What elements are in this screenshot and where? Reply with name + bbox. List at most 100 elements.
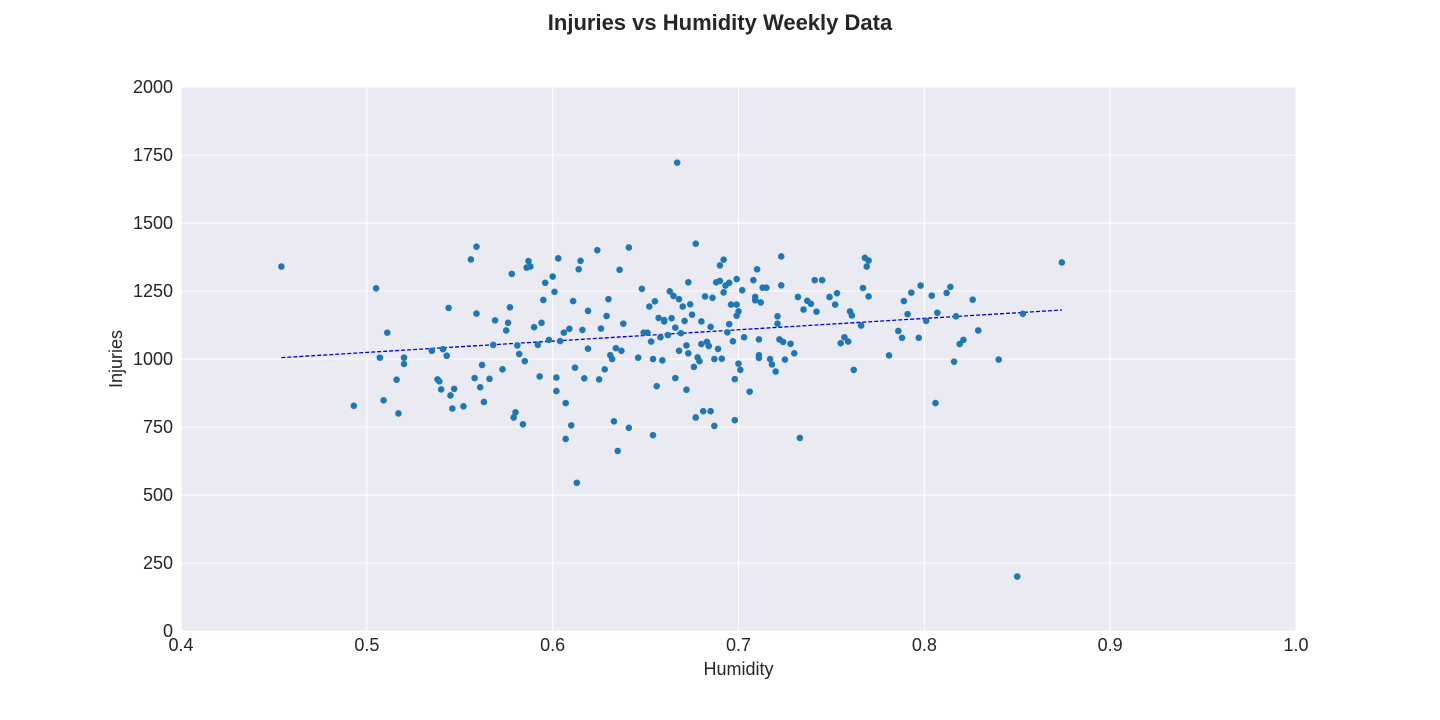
scatter-point [768,361,776,368]
y-tick-label: 750 [143,417,173,437]
scatter-point [950,358,958,366]
scatter-point [915,334,923,342]
chart-title: Injuries vs Humidity Weekly Data [547,10,893,35]
scatter-point [807,300,815,308]
scatter-point [447,392,454,399]
scatter-point [908,289,915,296]
scatter-point [885,352,893,359]
y-axis-label: Injuries [106,330,126,388]
scatter-point [711,422,718,430]
scatter-point [735,308,742,315]
scatter-point [619,320,627,327]
scatter-point [486,375,493,383]
scatter-point [553,387,560,395]
scatter-point [584,345,592,352]
scatter-point [460,403,467,410]
scatter-point [614,447,622,455]
scatter-point [554,255,562,262]
scatter-point [716,262,724,269]
scatter-point [753,265,761,273]
scatter-point [781,356,789,363]
scatter-point [683,386,690,394]
y-tick-label: 2000 [133,77,173,97]
scatter-point [696,357,703,365]
scatter-point [538,319,545,327]
scatter-point [536,373,543,380]
scatter-point [677,329,685,337]
scatter-point [436,378,443,385]
scatter-point [673,159,681,166]
scatter-point [692,240,700,247]
scatter-point [679,303,687,310]
scatter-point [534,341,542,349]
scatter-point [733,301,740,308]
scatter-point [569,297,577,305]
scatter-point [625,424,633,432]
scatter-point [383,329,391,336]
scatter-point [779,338,787,346]
y-tick-label: 500 [143,485,173,505]
scatter-point [757,299,765,306]
y-tick-label: 250 [143,553,173,573]
x-axis-label: Humidity [703,659,773,679]
scatter-point [675,295,683,303]
scatter-point [566,325,573,333]
scatter-point [934,309,941,317]
scatter-point [740,333,748,341]
scatter-point [376,354,384,361]
scatter-point [380,397,387,404]
scatter-point [519,420,527,428]
scatter-point [685,278,692,286]
scatter-point [478,361,486,369]
scatter-point [774,312,781,320]
scatter-point [826,293,833,301]
scatter-point [638,285,646,293]
scatter-point [584,307,592,315]
scatter-point [699,407,707,415]
scatter-point [553,374,560,381]
scatter-point [651,298,659,305]
data-points [278,159,1066,580]
scatter-point [947,283,954,291]
x-tick-label: 0.9 [1098,635,1123,655]
scatter-point [1058,259,1066,266]
scatter-point [672,324,679,332]
scatter-point [796,434,804,442]
scatter-point [841,333,848,341]
scatter-point [675,347,683,355]
x-tick-label: 0.8 [912,635,937,655]
x-tick-label: 0.5 [354,635,379,655]
scatter-point [751,296,759,304]
scatter-point [711,355,718,363]
scatter-point [616,266,623,274]
scatter-point [551,288,558,296]
scatter-point [731,416,739,424]
scatter-point [443,352,451,360]
scatter-point [724,329,731,336]
scatter-point [922,317,930,325]
scatter-point [960,336,967,344]
scatter-point [649,355,657,363]
scatter-point [718,355,726,363]
scatter-point [541,279,549,287]
scatter-point [974,327,982,334]
scatter-point [649,431,657,439]
scatter-point [473,310,480,317]
y-tick-label: 1500 [133,213,173,233]
scatter-point [580,375,588,382]
x-tick-label: 1.0 [1283,635,1308,655]
scatter-point [556,337,564,345]
scatter-point [670,292,677,300]
scatter-point [831,301,839,308]
trend-line [281,309,1062,359]
scatter-point [510,414,517,421]
scatter-point [917,282,924,289]
scatter-point [657,333,664,341]
scatter-point [848,312,856,319]
scatter-point [865,257,872,264]
scatter-point [445,304,452,312]
scatter-point [735,360,742,367]
scatter-point [437,386,445,393]
scatter-point [530,323,538,331]
